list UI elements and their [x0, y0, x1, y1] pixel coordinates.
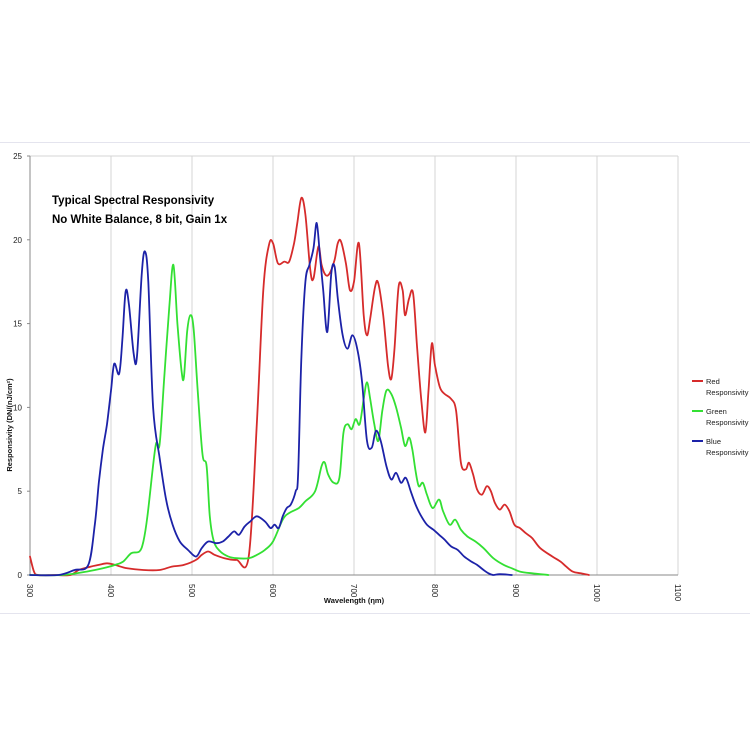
x-tick-label: 700 [349, 584, 358, 598]
chart-svg: 0 5 10 15 20 25 300 400 500 600 700 800 900 1000 1100… [5, 152, 749, 605]
axis-layer [29, 156, 678, 576]
legend-label: Blue [706, 437, 721, 446]
legend-label: Responsivity [706, 418, 749, 427]
legend-label: Green [706, 407, 727, 416]
x-tick-label: 800 [430, 584, 439, 598]
x-tick-label: 300 [25, 584, 34, 598]
x-tick-label: 1000 [592, 584, 601, 602]
x-tick-label: 900 [511, 584, 520, 598]
y-tick-label: 0 [18, 571, 23, 580]
y-tick-label: 20 [13, 236, 22, 245]
y-tick-label: 15 [13, 320, 22, 329]
series-layer [29, 196, 590, 577]
chart-title-line-1: Typical Spectral Responsivity [52, 195, 215, 207]
legend-label: Red [706, 377, 720, 386]
x-tick-label: 400 [106, 584, 115, 598]
legend-label: Responsivity [706, 448, 749, 457]
x-axis-title: Wavelength (ηm) [324, 596, 385, 605]
chart-title-line-2: No White Balance, 8 bit, Gain 1x [52, 214, 228, 226]
x-tick-label: 500 [187, 584, 196, 598]
y-tick-label: 10 [13, 403, 22, 412]
y-tick-label: 5 [18, 487, 23, 496]
x-tick-labels: 300 400 500 600 700 800 900 1000 1100 [25, 584, 682, 602]
x-tick-label: 600 [268, 584, 277, 598]
y-axis-title: Responsivity (DN/(nJ/cm²) [5, 378, 14, 472]
legend: Red Responsivity Green Responsivity Blue Resp… [692, 377, 749, 457]
series-line-red [29, 196, 590, 577]
chart-frame: 0 5 10 15 20 25 300 400 500 600 700 800 900 1000 1100… [0, 142, 750, 614]
y-tick-label: 25 [13, 152, 22, 161]
y-tick-labels: 0 5 10 15 20 25 [13, 152, 30, 580]
legend-label: Responsivity [706, 388, 749, 397]
series-line-green [29, 263, 550, 577]
x-tick-label: 1100 [673, 584, 682, 602]
series-line-blue [29, 222, 513, 577]
